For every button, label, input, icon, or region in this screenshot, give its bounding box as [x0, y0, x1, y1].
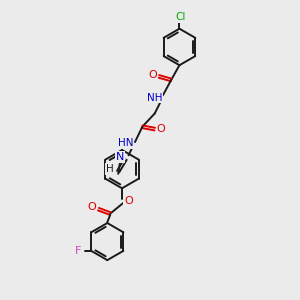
Text: Cl: Cl [176, 13, 186, 22]
Text: O: O [157, 124, 166, 134]
Text: O: O [124, 196, 133, 206]
Text: O: O [88, 202, 96, 212]
Text: N: N [116, 152, 124, 162]
Text: NH: NH [147, 93, 163, 103]
Text: HN: HN [118, 138, 133, 148]
Text: H: H [106, 164, 114, 174]
Text: F: F [74, 246, 81, 256]
Text: O: O [148, 70, 157, 80]
